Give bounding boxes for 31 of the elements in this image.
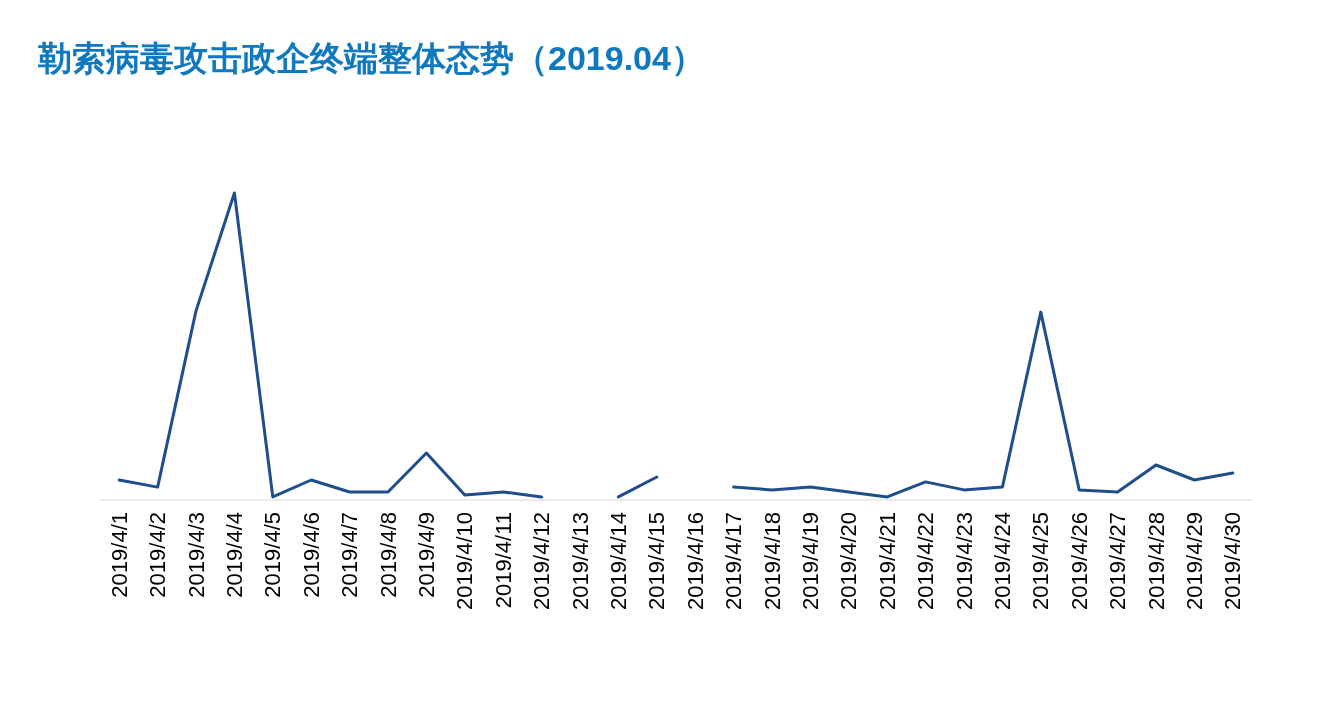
- x-tick-label: 2019/4/8: [375, 512, 401, 598]
- x-tick-label: 2019/4/1: [106, 512, 132, 598]
- x-tick-label: 2019/4/22: [913, 512, 939, 610]
- x-tick-label: 2019/4/13: [567, 512, 593, 610]
- x-tick-label: 2019/4/27: [1105, 512, 1131, 610]
- x-tick-label: 2019/4/30: [1220, 512, 1246, 610]
- x-tick-label: 2019/4/26: [1066, 512, 1092, 610]
- x-tick-label: 2019/4/15: [644, 512, 670, 610]
- x-tick-label: 2019/4/19: [797, 512, 823, 610]
- x-tick-label: 2019/4/14: [605, 512, 631, 610]
- x-tick-label: 2019/4/16: [682, 512, 708, 610]
- x-tick-label: 2019/4/6: [298, 512, 324, 598]
- x-tick-label: 2019/4/4: [221, 512, 247, 598]
- x-tick-label: 2019/4/10: [452, 512, 478, 610]
- x-tick-label: 2019/4/11: [490, 512, 516, 609]
- x-tick-label: 2019/4/2: [145, 512, 171, 598]
- x-tick-label: 2019/4/17: [721, 512, 747, 610]
- x-tick-label: 2019/4/23: [951, 512, 977, 610]
- chart-title: 勒索病毒攻击政企终端整体态势（2019.04）: [38, 39, 705, 77]
- x-tick-label: 2019/4/12: [529, 512, 555, 610]
- x-tick-label: 2019/4/25: [1028, 512, 1054, 610]
- x-tick-label: 2019/4/28: [1143, 512, 1169, 610]
- x-tick-label: 2019/4/29: [1181, 512, 1207, 610]
- x-tick-label: 2019/4/21: [874, 512, 900, 610]
- x-tick-label: 2019/4/3: [183, 512, 209, 598]
- x-tick-label: 2019/4/24: [989, 512, 1015, 610]
- x-tick-label: 2019/4/9: [413, 512, 439, 598]
- x-tick-label: 2019/4/20: [836, 512, 862, 610]
- x-tick-label: 2019/4/5: [260, 512, 286, 598]
- x-tick-label: 2019/4/18: [759, 512, 785, 610]
- x-tick-label: 2019/4/7: [337, 512, 363, 598]
